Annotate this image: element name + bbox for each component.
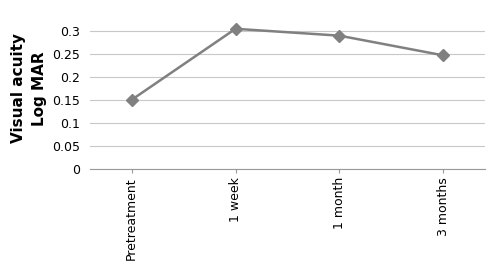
Y-axis label: Visual acuity
Log MAR: Visual acuity Log MAR (10, 33, 46, 143)
